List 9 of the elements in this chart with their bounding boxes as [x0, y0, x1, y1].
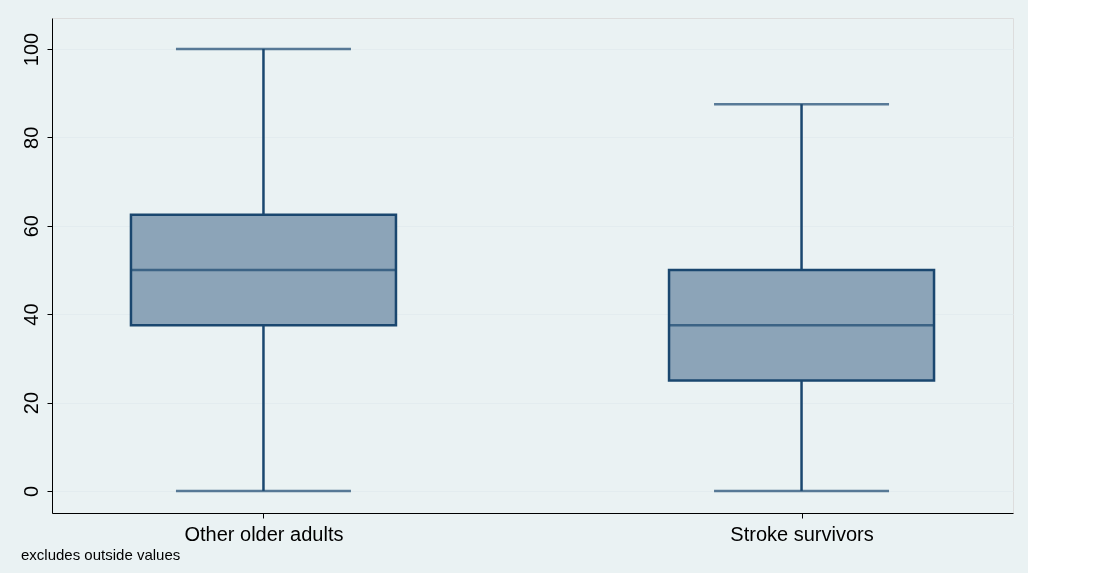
x-tick-label: Other older adults [184, 522, 344, 545]
y-tick-label: 40 [19, 303, 42, 326]
x-tick-label: Stroke survivors [730, 522, 874, 545]
y-tick-label: 60 [19, 215, 42, 238]
y-tick-label: 20 [19, 391, 42, 415]
y-tick-label: 0 [19, 485, 42, 497]
y-tick-label: 100 [19, 32, 42, 67]
text: excludes outside values [21, 546, 181, 563]
y-tick-label: 80 [19, 126, 42, 149]
